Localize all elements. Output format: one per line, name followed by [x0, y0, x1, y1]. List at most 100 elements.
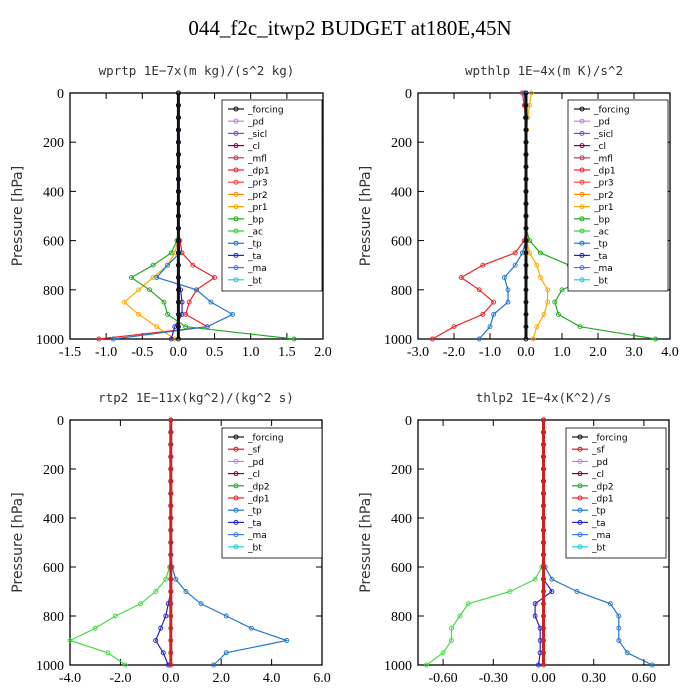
- legend-entry: _pr1: [247, 203, 268, 213]
- series-point: [549, 589, 555, 594]
- legend-marker: [233, 216, 239, 222]
- x-tick-label: -1.0: [95, 345, 117, 360]
- series-point: [175, 311, 181, 317]
- series-point: [168, 336, 174, 342]
- legend-entry: _ta: [247, 519, 262, 529]
- series-point: [168, 491, 174, 496]
- series-point: [541, 552, 546, 558]
- series-point: [577, 324, 583, 330]
- y-tick-label: 600: [43, 561, 64, 576]
- x-tick-label: -1.5: [59, 345, 81, 360]
- series-point: [541, 564, 546, 570]
- series-point: [175, 262, 181, 268]
- legend-entry: _ma: [247, 531, 267, 541]
- series-point: [523, 238, 529, 244]
- series-point: [175, 225, 181, 231]
- legend-entry: _pr3: [247, 179, 268, 189]
- series-point: [175, 164, 181, 170]
- legend-box: [221, 99, 323, 292]
- series-point: [163, 613, 169, 619]
- x-tick-label: 0.00: [531, 671, 556, 686]
- legend-entry: _pd: [593, 118, 610, 128]
- series-point: [616, 625, 622, 631]
- y-tick-label: 0: [57, 87, 64, 102]
- series-point: [537, 250, 543, 256]
- series-point: [541, 589, 546, 594]
- series-point: [523, 299, 529, 305]
- series-point: [175, 115, 181, 121]
- x-tick-label: 2.0: [314, 345, 332, 360]
- series-point: [523, 287, 529, 293]
- series-point: [616, 613, 622, 619]
- series-point: [168, 638, 174, 643]
- legend-marker: [579, 216, 585, 222]
- series-point: [541, 454, 546, 460]
- legend-entry: _ac: [593, 228, 609, 238]
- legend-marker: [233, 532, 239, 538]
- legend-entry: _dp1: [247, 495, 270, 505]
- series-point: [534, 262, 540, 268]
- x-tick-label: -4.0: [59, 671, 81, 686]
- series-line-dp1: [98, 93, 216, 340]
- legend-marker: [579, 167, 585, 173]
- legend-marker: [577, 458, 583, 464]
- legend-marker: [233, 252, 239, 258]
- x-tick-label: -3.0: [407, 345, 429, 360]
- series-point: [541, 515, 546, 521]
- y-tick-label: 400: [43, 512, 64, 527]
- series-point: [168, 576, 174, 582]
- series-point: [67, 638, 73, 643]
- legend-entry: _bt: [247, 543, 262, 553]
- series-point: [541, 650, 546, 656]
- x-tick-label: 0.0: [162, 671, 180, 686]
- legend-marker: [579, 106, 585, 112]
- legend-marker: [579, 143, 585, 149]
- figure-title: 044_f2c_itwp2 BUDGET at180E,45N: [188, 16, 512, 40]
- series-point: [523, 225, 529, 231]
- series-point: [523, 213, 529, 219]
- series-point: [541, 625, 546, 631]
- chart-panel-4: thlp2 1E−4x(K^2)/s Pressure [hPa] -0.60 -0.…: [358, 390, 670, 686]
- series-point: [223, 613, 229, 619]
- legend-marker: [233, 434, 239, 440]
- legend-entry: _bp: [593, 215, 610, 225]
- legend-marker: [579, 179, 585, 185]
- series-point: [616, 638, 622, 643]
- series-point: [487, 324, 493, 330]
- series-point: [194, 287, 199, 293]
- x-tick-label: 4.0: [661, 345, 679, 360]
- legend-entry: _pr1: [593, 203, 614, 213]
- series-point: [523, 152, 529, 157]
- legend-marker: [233, 179, 239, 185]
- series-point: [168, 589, 174, 594]
- legend-marker: [233, 191, 239, 197]
- series-point: [175, 324, 181, 330]
- series-point: [423, 662, 429, 668]
- series-point: [523, 139, 529, 145]
- series-point: [112, 613, 118, 619]
- series-point: [168, 625, 174, 631]
- series-point: [530, 336, 536, 342]
- legend-entry: _pr3: [593, 179, 614, 189]
- series-point: [536, 662, 541, 668]
- legend-entry: _forcing: [247, 434, 284, 444]
- series-point: [223, 650, 229, 656]
- y-tick-label: 400: [391, 512, 412, 527]
- legend-entry: _ma: [247, 264, 267, 274]
- series-point: [541, 417, 546, 423]
- series-point: [230, 311, 236, 317]
- series-point: [541, 311, 547, 317]
- legend-marker: [233, 265, 239, 271]
- series-point: [175, 152, 181, 157]
- series-point: [175, 188, 181, 194]
- series-point: [523, 250, 529, 256]
- series-point: [175, 336, 181, 342]
- legend-entry: _dp1: [593, 167, 616, 177]
- series-point: [161, 299, 167, 305]
- series-point: [574, 589, 580, 594]
- series-point: [208, 299, 214, 305]
- legend-marker: [233, 143, 239, 149]
- series-point: [541, 503, 546, 509]
- series-point: [653, 336, 659, 342]
